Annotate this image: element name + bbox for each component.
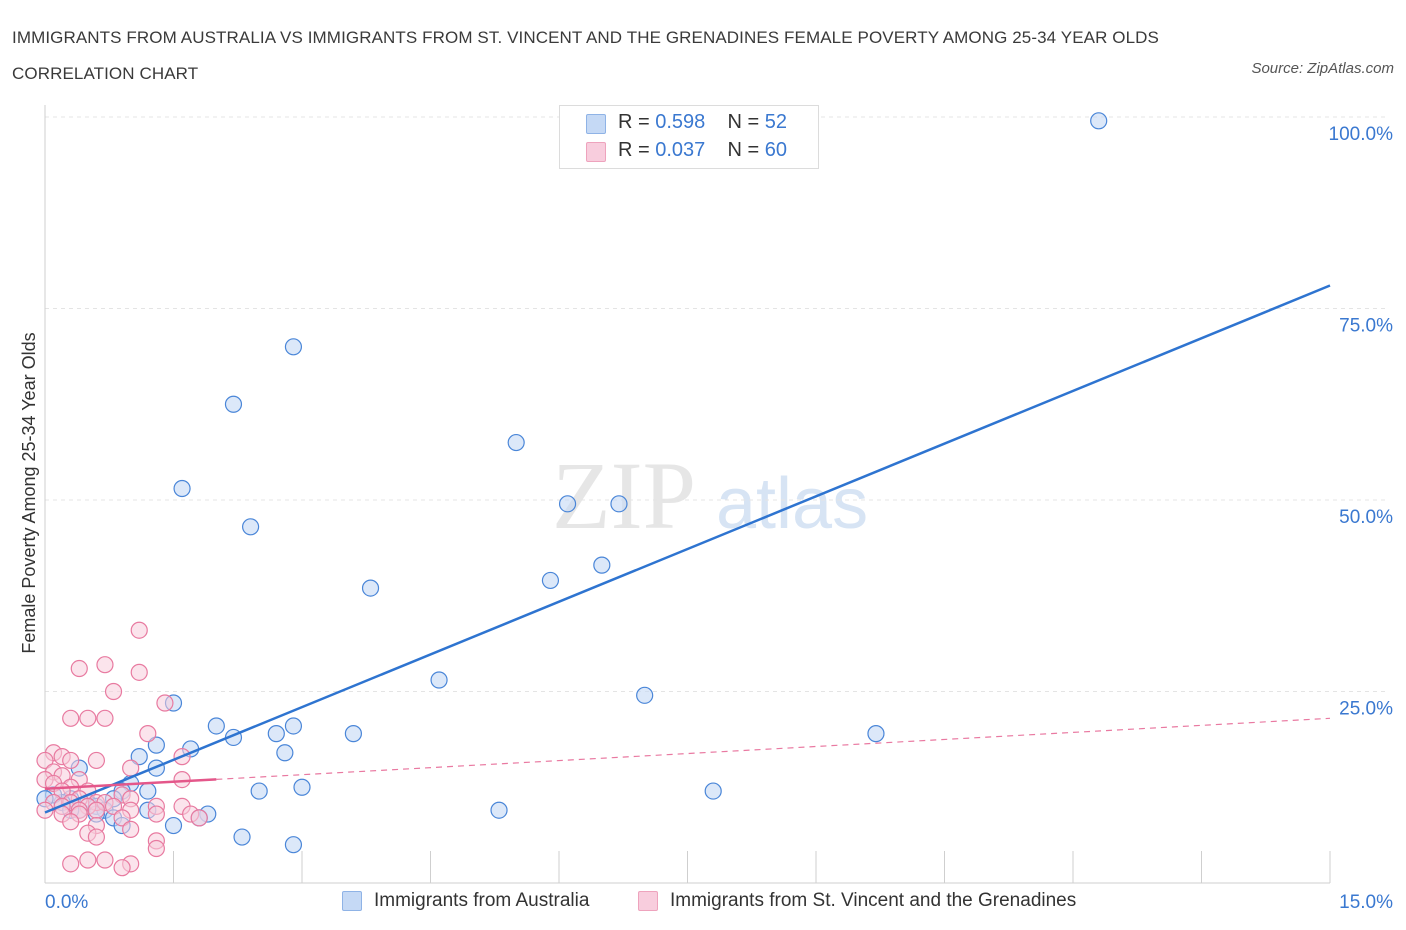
y-tick-label: 100.0% (1329, 124, 1394, 145)
data-point-st-vincent (122, 759, 140, 777)
chart-title: IMMIGRANTS FROM AUSTRALIA VS IMMIGRANTS … (12, 28, 1159, 83)
x-tick-label-max: 15.0% (1339, 892, 1393, 913)
data-point-st-vincent (113, 809, 131, 827)
data-point-australia (276, 744, 294, 762)
data-point-australia (593, 556, 611, 574)
y-axis-label: Female Poverty Among 25-34 Year Olds (19, 332, 39, 653)
trendline-australia (44, 284, 1331, 814)
data-point-australia (293, 778, 311, 796)
data-point-australia (284, 717, 303, 735)
watermark-atlas: atlas (716, 464, 868, 544)
data-point-australia (1090, 112, 1108, 130)
data-point-st-vincent (62, 813, 80, 831)
r-label: R = (618, 139, 650, 161)
bottom-legend-swatch-australia (342, 891, 362, 911)
legend-swatch-australia (586, 114, 606, 134)
data-point-australia (130, 748, 148, 766)
watermark: ZIP atlas (552, 442, 868, 549)
data-point-australia (610, 495, 628, 513)
data-point-st-vincent (62, 709, 80, 727)
r-value-st-vincent: 0.037 (655, 139, 706, 161)
data-point-st-vincent (122, 820, 140, 838)
data-point-st-vincent (96, 709, 114, 727)
data-point-australia (867, 725, 885, 743)
data-point-australia (224, 395, 243, 413)
data-point-st-vincent (139, 725, 157, 743)
data-point-st-vincent (147, 805, 165, 823)
n-label: N = (727, 111, 760, 133)
series-st-vincent (36, 621, 208, 877)
data-point-st-vincent (147, 839, 165, 858)
data-point-australia (490, 801, 508, 819)
data-point-australia (507, 433, 525, 452)
correlation-legend: R = 0.598 N = 52 R = 0.037 N = 60 (559, 105, 819, 169)
y-tick-label: 25.0% (1339, 699, 1393, 720)
x-tick-label-min: 0.0% (45, 892, 88, 913)
data-point-australia (361, 579, 380, 597)
data-point-st-vincent (190, 809, 208, 827)
data-point-australia (250, 782, 268, 800)
trendline-st-vincent-extension (216, 717, 1331, 780)
n-value-st-vincent: 60 (764, 139, 788, 161)
legend-swatch-st-vincent (586, 142, 606, 162)
data-point-australia (704, 782, 722, 800)
y-tick-labels: 25.0% 50.0% 75.0% 100.0% (1329, 124, 1394, 720)
data-point-australia (233, 828, 251, 846)
n-label: N = (727, 139, 760, 161)
data-point-st-vincent (113, 859, 131, 877)
data-point-st-vincent (36, 751, 54, 770)
y-tick-label: 75.0% (1339, 316, 1393, 337)
bottom-legend-swatch-st-vincent (638, 891, 658, 911)
source-label: Source: ZipAtlas.com (1251, 60, 1394, 77)
data-point-st-vincent (104, 682, 123, 701)
data-point-st-vincent (104, 797, 123, 816)
data-point-australia (636, 686, 654, 704)
r-value-australia: 0.598 (655, 111, 706, 133)
data-point-australia (430, 671, 448, 689)
data-point-st-vincent (70, 659, 88, 678)
y-tick-label: 50.0% (1339, 507, 1393, 528)
data-point-st-vincent (62, 751, 80, 770)
data-point-australia (173, 479, 191, 498)
data-point-australia (344, 725, 362, 743)
data-point-st-vincent (87, 751, 106, 770)
data-point-australia (541, 571, 560, 590)
r-label: R = (618, 111, 650, 133)
data-point-st-vincent (87, 828, 106, 846)
bottom-legend-label-st-vincent: Immigrants from St. Vincent and the Gren… (670, 890, 1077, 911)
watermark-zip: ZIP (552, 442, 696, 549)
n-value-australia: 52 (764, 111, 788, 133)
bottom-legend-label-australia: Immigrants from Australia (374, 890, 590, 911)
data-point-australia (147, 736, 165, 754)
data-point-st-vincent (156, 694, 174, 712)
data-point-st-vincent (79, 851, 97, 869)
data-point-st-vincent (173, 770, 191, 789)
data-point-australia (207, 717, 225, 735)
grid (45, 116, 1385, 692)
data-point-australia (139, 782, 157, 800)
data-point-australia (242, 518, 260, 536)
trend-lines (44, 284, 1331, 814)
data-point-st-vincent (130, 663, 148, 681)
data-point-st-vincent (130, 621, 148, 639)
data-point-st-vincent (96, 656, 114, 674)
data-point-australia (284, 836, 303, 854)
data-point-st-vincent (96, 851, 114, 869)
data-point-australia (284, 338, 303, 356)
data-point-st-vincent (79, 709, 97, 727)
data-point-australia (558, 495, 577, 513)
trendline-st-vincent (44, 778, 217, 791)
data-point-st-vincent (62, 855, 80, 873)
data-point-australia (164, 816, 183, 835)
data-point-st-vincent (87, 801, 106, 819)
data-point-australia (267, 725, 285, 743)
